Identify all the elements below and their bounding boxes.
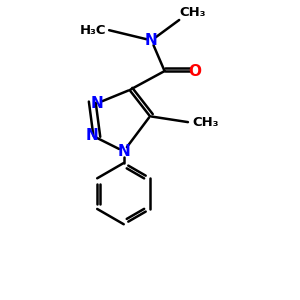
Text: N: N: [145, 33, 158, 48]
Text: H₃C: H₃C: [80, 24, 106, 37]
Text: N: N: [91, 96, 104, 111]
Text: O: O: [189, 64, 202, 79]
Text: N: N: [117, 144, 130, 159]
Text: CH₃: CH₃: [179, 5, 206, 19]
Text: N: N: [85, 128, 98, 143]
Text: CH₃: CH₃: [192, 116, 219, 129]
